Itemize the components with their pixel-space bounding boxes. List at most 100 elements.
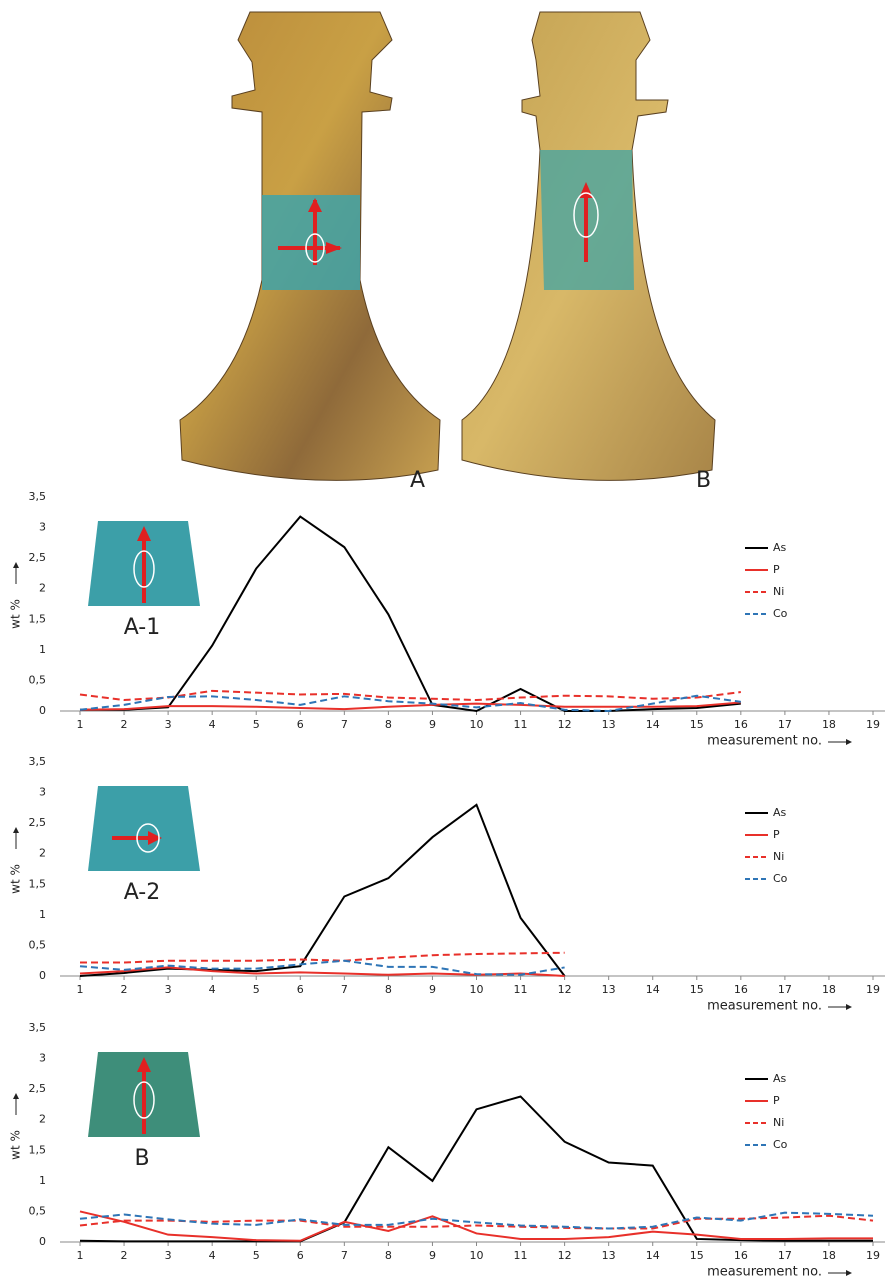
y-axis-label: wt % [9,1130,23,1160]
x-tick-label: 1 [77,718,84,731]
x-axis-label: measurement no. [707,734,822,749]
x-tick-label: 2 [121,1249,128,1262]
y-tick-label: 0,5 [29,938,47,951]
inset-arrow-head [137,526,151,541]
legend-label: Co [773,872,788,885]
inset-arrow-head [137,1057,151,1072]
x-tick-label: 17 [778,718,792,731]
y-tick-label: 2 [39,582,46,595]
x-tick-label: 1 [77,983,84,996]
x-tick-label: 7 [341,983,348,996]
legend-label: As [773,541,787,554]
x-tick-label: 4 [209,718,216,731]
y-tick-label: 2,5 [29,816,47,829]
inset-ellipse [136,823,160,853]
series-line [79,1095,873,1243]
y-tick-label: 0 [39,969,46,982]
x-tick-label: 10 [470,1249,484,1262]
inset-label: A-1 [124,615,161,640]
x-tick-label: 1 [77,1249,84,1262]
y-tick-label: 1 [39,908,46,921]
inset-ellipse [133,1081,155,1119]
y-tick-label: 1 [39,1174,46,1187]
y-tick-label: 2 [39,847,46,860]
y-tick-label: 2,5 [29,1082,47,1095]
photo-label: A [410,468,425,493]
inset-arrow-head [148,831,162,845]
series-line [79,803,566,977]
series-line [79,1211,874,1230]
x-tick-label: 12 [558,1249,572,1262]
series-line [80,515,741,713]
x-tick-label: 11 [514,1249,528,1262]
x-tick-label: 5 [253,718,260,731]
photo-label: B [696,468,711,493]
x-tick-label: 14 [646,983,660,996]
y-tick-label: 3,5 [29,490,47,503]
x-tick-label: 18 [822,983,836,996]
y-tick-label: 0 [39,704,46,717]
x-tick-label: 7 [341,1249,348,1262]
y-tick-label: 3 [39,786,46,799]
y-arrow-head [13,1093,19,1099]
x-tick-label: 5 [253,1249,260,1262]
x-tick-label: 12 [558,983,572,996]
y-axis-label: wt % [9,864,23,894]
x-tick-label: 16 [734,718,748,731]
y-arrow-head [13,562,19,568]
series-line [80,951,565,964]
y-tick-label: 3 [39,521,46,534]
x-tick-label: 7 [341,718,348,731]
x-tick-label: 9 [429,1249,436,1262]
x-tick-label: 13 [602,718,616,731]
y-tick-label: 1 [39,643,46,656]
x-tick-label: 6 [297,1249,304,1262]
series-line [79,959,565,976]
x-tick-label: 14 [646,718,660,731]
x-axis-label: measurement no. [707,999,822,1014]
x-tick-label: 6 [297,718,304,731]
legend-label: As [773,1072,787,1085]
x-tick-label: 19 [866,718,880,731]
x-tick-label: 9 [429,983,436,996]
legend-label: P [773,828,780,841]
y-tick-label: 1,5 [29,1143,47,1156]
y-tick-label: 1,5 [29,612,47,625]
x-axis-label: measurement no. [707,1265,822,1280]
y-axis-label: wt % [9,599,23,629]
x-tick-label: 10 [470,983,484,996]
x-tick-label: 8 [385,983,392,996]
x-tick-label: 17 [778,1249,792,1262]
inset-ellipse [133,550,155,588]
legend-label: Ni [773,1116,784,1129]
y-tick-label: 3,5 [29,755,47,768]
x-tick-label: 4 [209,1249,216,1262]
legend-label: P [773,563,780,576]
legend-label: Ni [773,585,784,598]
series-line [79,1214,874,1230]
y-tick-label: 2,5 [29,551,47,564]
x-arrow-head [846,1270,852,1276]
x-tick-label: 8 [385,718,392,731]
y-arrow-head [13,827,19,833]
legend-label: Co [773,607,788,620]
x-tick-label: 15 [690,1249,704,1262]
x-tick-label: 10 [470,718,484,731]
x-tick-label: 12 [558,718,572,731]
x-tick-label: 15 [690,718,704,731]
x-tick-label: 18 [822,1249,836,1262]
series-line [79,966,565,977]
x-tick-label: 16 [734,983,748,996]
x-tick-label: 8 [385,1249,392,1262]
x-tick-label: 2 [121,983,128,996]
y-tick-label: 2 [39,1113,46,1126]
y-tick-label: 3 [39,1052,46,1065]
legend-label: Co [773,1138,788,1151]
photo-axe-a [179,11,441,481]
y-tick-label: 0,5 [29,673,47,686]
x-tick-label: 6 [297,983,304,996]
legend-label: As [773,806,787,819]
legend-label: P [773,1094,780,1107]
x-arrow-head [846,739,852,745]
